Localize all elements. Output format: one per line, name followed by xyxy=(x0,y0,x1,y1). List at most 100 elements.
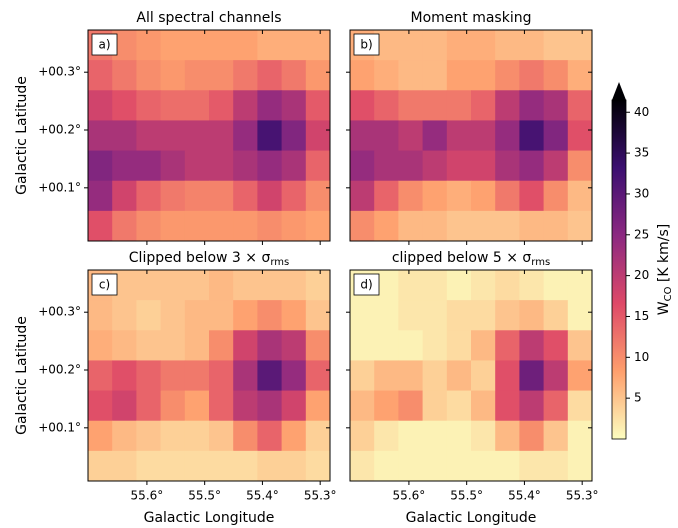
y-axis-label: Galactic Latitude xyxy=(14,76,30,195)
panel: 55.6° 55.5° 55.4° 55.3° +00.1° +00.2° +00.3° Cl… xyxy=(14,250,337,526)
heatmap-cell xyxy=(543,150,569,182)
heatmap-cell xyxy=(374,210,399,242)
heatmap-cell xyxy=(422,270,448,301)
heatmap-cell xyxy=(374,300,399,331)
heatmap-cell xyxy=(446,300,472,331)
heatmap-cell xyxy=(471,300,496,331)
y-tick-label: +00.1° xyxy=(38,420,81,434)
heatmap-cell xyxy=(543,60,569,91)
heatmap-cell xyxy=(305,330,331,361)
heatmap-cell xyxy=(567,120,593,152)
heatmap-cell xyxy=(88,330,113,361)
colorbar-tick-label: 25 xyxy=(634,227,649,241)
heatmap-cell xyxy=(374,180,399,212)
x-axis-label: Galactic Longitude xyxy=(406,510,537,526)
heatmap-cell xyxy=(350,60,375,91)
colorbar-tick-label: 30 xyxy=(634,186,649,200)
heatmap-cell xyxy=(446,180,472,212)
heatmap-cell xyxy=(398,300,424,331)
heatmap-cell xyxy=(446,420,472,452)
heatmap-cell xyxy=(446,60,472,91)
heatmap-cell xyxy=(398,150,424,182)
heatmap-cell xyxy=(543,210,569,242)
heatmap-cell xyxy=(233,360,258,392)
x-tick-label: 55.5° xyxy=(450,489,483,503)
heatmap-cell xyxy=(374,150,399,182)
heatmap-cell xyxy=(398,210,424,242)
heatmap-cell xyxy=(495,420,520,452)
heatmap-cell xyxy=(112,360,137,392)
heatmap-cell xyxy=(281,30,307,61)
heatmap-cell xyxy=(305,60,331,91)
panel: 55.6° 55.5° 55.4° 55.3° clipped below 5 × σr… xyxy=(346,250,599,526)
heatmap-cell xyxy=(209,450,234,482)
heatmap-cell xyxy=(350,150,375,182)
heatmap-cell xyxy=(257,60,283,91)
heatmap-cell xyxy=(209,30,234,61)
heatmap-cell xyxy=(398,330,424,361)
heatmap-cell xyxy=(112,180,137,212)
heatmap-cell xyxy=(519,420,545,452)
x-tick-label: 55.3° xyxy=(566,489,599,503)
heatmap-cell xyxy=(233,330,258,361)
heatmap-cell xyxy=(398,270,424,301)
heatmap-cell xyxy=(422,390,448,422)
heatmap-cell xyxy=(136,180,162,212)
heatmap-cell xyxy=(374,360,399,392)
heatmap-cell xyxy=(471,330,496,361)
heatmap-cell xyxy=(136,360,162,392)
heatmap-cell xyxy=(471,270,496,301)
heatmap-cell xyxy=(88,60,113,91)
heatmap-cell xyxy=(281,90,307,121)
heatmap-cell xyxy=(350,450,375,482)
heatmap-cell xyxy=(543,30,569,61)
heatmap-cell xyxy=(471,450,496,482)
heatmap-cell xyxy=(543,420,569,452)
panel-title: Clipped below 3 × σrms xyxy=(129,250,289,268)
heatmap-cell xyxy=(543,390,569,422)
panel-title-text: clipped below 5 × σ xyxy=(392,250,532,266)
heatmap-cell xyxy=(305,150,331,182)
heatmap-cell xyxy=(233,120,258,152)
heatmap-cell xyxy=(519,30,545,61)
heatmap-cell xyxy=(305,210,331,242)
heatmap-cell xyxy=(184,180,210,212)
heatmap-cell xyxy=(374,60,399,91)
heatmap-cell xyxy=(471,30,496,61)
heatmap-cell xyxy=(495,30,520,61)
heatmap-cell xyxy=(471,60,496,91)
heatmap-cell xyxy=(305,120,331,152)
heatmap-cell xyxy=(567,330,593,361)
heatmap-cell xyxy=(519,330,545,361)
heatmap-cell xyxy=(519,180,545,212)
heatmap-cell xyxy=(88,360,113,392)
heatmap-cell xyxy=(281,360,307,392)
heatmap-cell xyxy=(495,270,520,301)
heatmap-cell xyxy=(112,330,137,361)
heatmap-cell xyxy=(567,270,593,301)
heatmap-cell xyxy=(160,420,186,452)
heatmap-cell xyxy=(398,420,424,452)
heatmap-cell xyxy=(233,450,258,482)
heatmap-cell xyxy=(160,120,186,152)
colorbar-tick-label: 35 xyxy=(634,146,649,160)
heatmap-cell xyxy=(567,30,593,61)
heatmap-cell xyxy=(257,120,283,152)
heatmap-cell xyxy=(136,30,162,61)
heatmap-cell xyxy=(446,330,472,361)
colorbar-tick-label: 5 xyxy=(634,391,642,405)
heatmap-cell xyxy=(374,390,399,422)
panel-label-box xyxy=(353,273,380,296)
heatmap-cell xyxy=(184,360,210,392)
heatmap-cell xyxy=(112,90,137,121)
heatmap-cell xyxy=(446,270,472,301)
heatmap-cell xyxy=(184,120,210,152)
panel-label-box xyxy=(91,273,118,296)
heatmap-cell xyxy=(209,150,234,182)
heatmap-cell xyxy=(495,450,520,482)
heatmap-cell xyxy=(446,360,472,392)
heatmap-cell xyxy=(209,210,234,242)
heatmap-cell xyxy=(160,390,186,422)
heatmap-cell xyxy=(233,210,258,242)
